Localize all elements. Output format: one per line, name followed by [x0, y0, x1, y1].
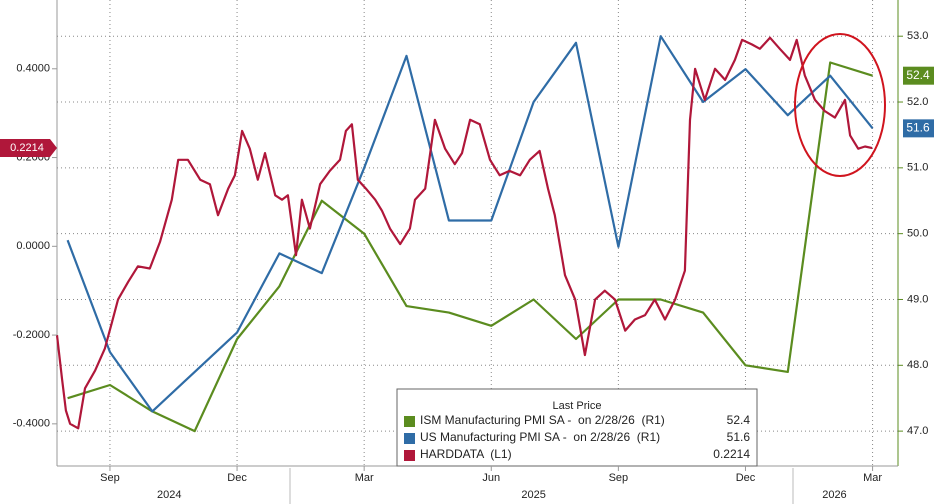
legend: Last Price ISM Manufacturing PMI SA - on… [396, 388, 758, 467]
y-tick-label: -0.4000 [13, 418, 50, 430]
year-label: 2025 [521, 489, 545, 501]
series-line [66, 35, 874, 413]
x-tick-label: Jun [482, 472, 500, 484]
x-tick-label: Mar [863, 472, 882, 484]
series-line [55, 36, 873, 430]
y2-tick-label: 49.0 [907, 293, 928, 305]
legend-swatch [404, 450, 415, 461]
last-value-label: 51.6 [906, 121, 930, 135]
y2-tick-label: 48.0 [907, 359, 928, 371]
legend-label: HARDDATA (L1) [420, 447, 512, 461]
y-tick-label: -0.2000 [13, 329, 50, 341]
highlight-circle [794, 33, 886, 177]
y2-tick-label: 52.0 [907, 96, 928, 108]
plot [55, 35, 874, 433]
legend-box [396, 388, 758, 467]
legend-value: 52.4 [727, 413, 751, 427]
legend-swatch [404, 416, 415, 427]
legend-swatch [404, 433, 415, 444]
y2-tick-label: 53.0 [907, 30, 928, 42]
x-tick-label: Mar [355, 472, 374, 484]
y-tick-label: 0.4000 [16, 63, 50, 75]
x-tick-label: Sep [100, 472, 120, 484]
series-line [67, 61, 873, 433]
legend-label: US Manufacturing PMI SA - on 2/28/26 (R1… [420, 430, 660, 444]
last-value-label: 0.2214 [10, 142, 44, 154]
last-value-badge [903, 119, 934, 138]
x-tick-label: Dec [227, 472, 247, 484]
year-label: 2026 [822, 489, 846, 501]
legend-title: Last Price [553, 400, 602, 412]
legend-value: 51.6 [727, 430, 751, 444]
last-value-badge [0, 139, 57, 158]
y-tick-label: 0.0000 [16, 240, 50, 252]
y2-tick-label: 50.0 [907, 228, 928, 240]
x-tick-label: Dec [736, 472, 756, 484]
legend-label: ISM Manufacturing PMI SA - on 2/28/26 (R… [420, 413, 665, 427]
y2-tick-label: 51.0 [907, 162, 928, 174]
last-value-badge [903, 66, 934, 85]
y2-tick-label: 47.0 [907, 425, 928, 437]
legend-value: 0.2214 [713, 447, 750, 461]
x-tick-label: Sep [609, 472, 629, 484]
last-value-label: 52.4 [906, 68, 930, 82]
year-label: 2024 [157, 489, 181, 501]
labels: 0.40000.20000.0000-0.2000-0.400053.052.0… [0, 30, 934, 501]
